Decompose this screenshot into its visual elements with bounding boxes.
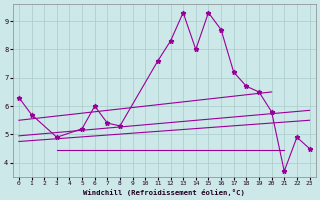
X-axis label: Windchill (Refroidissement éolien,°C): Windchill (Refroidissement éolien,°C) [83, 189, 245, 196]
